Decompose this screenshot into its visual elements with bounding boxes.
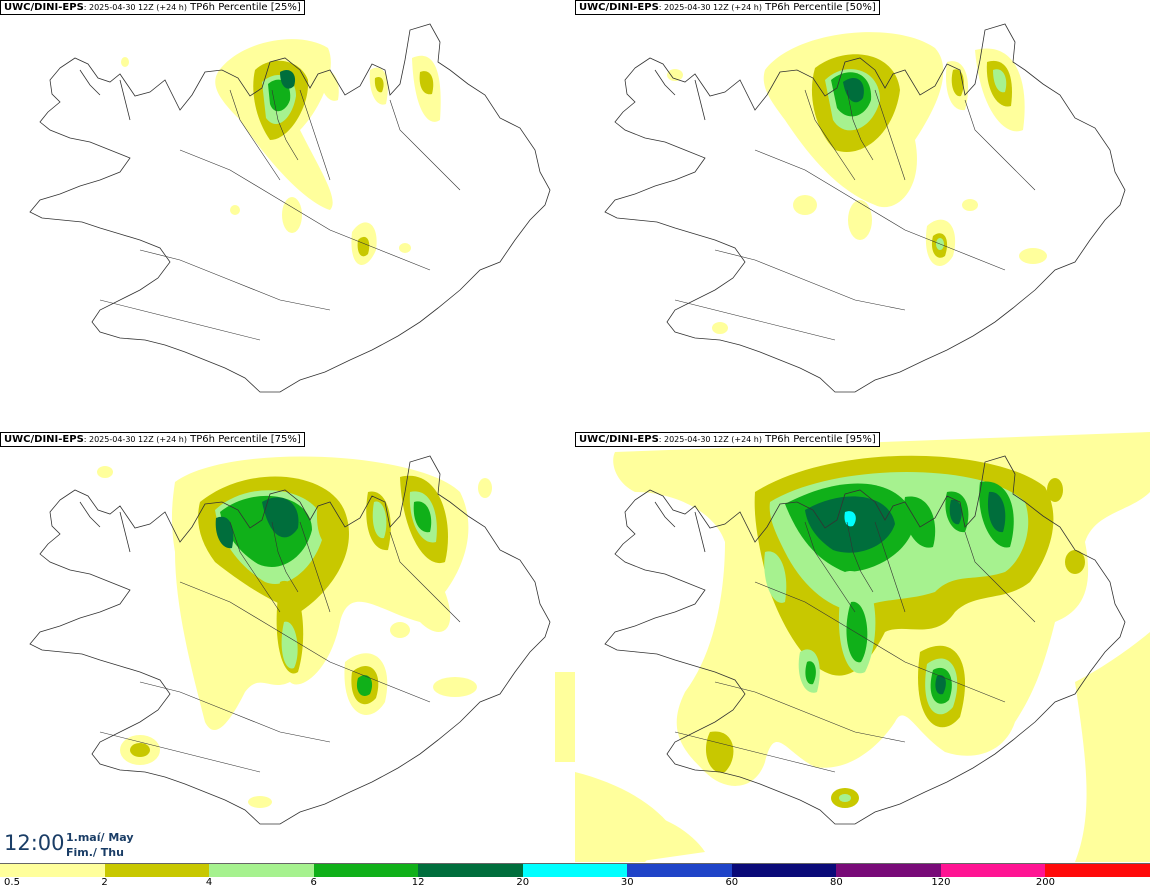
run-info: : 2025-04-30 12Z (+24 h) <box>83 3 187 12</box>
legend-tick-label: 120 <box>931 877 951 888</box>
panel-title: UWC/DINI-EPS: 2025-04-30 12Z (+24 h) TP6… <box>0 0 305 15</box>
product-name: TP6h Percentile [75%] <box>190 434 301 445</box>
run-info: : 2025-04-30 12Z (+24 h) <box>83 435 187 444</box>
legend-swatch <box>731 863 837 877</box>
legend-swatch <box>104 863 210 877</box>
run-info: : 2025-04-30 12Z (+24 h) <box>658 3 762 12</box>
iceland-map <box>575 432 1150 862</box>
panel-title: UWC/DINI-EPS: 2025-04-30 12Z (+24 h) TP6… <box>575 0 880 15</box>
legend-swatch <box>836 863 942 877</box>
model-name: UWC/DINI-EPS <box>4 434 84 445</box>
panel-title: UWC/DINI-EPS: 2025-04-30 12Z (+24 h) TP6… <box>575 432 880 447</box>
valid-date-line2: Fim./ Thu <box>66 846 124 859</box>
precip-color-legend: 0.5 2 4 6 12 20 30 60 80 120 200 <box>0 862 1150 891</box>
valid-time-box: 12:00 1.maí/ May Fim./ Thu <box>0 826 140 862</box>
map-panel-p50: UWC/DINI-EPS: 2025-04-30 12Z (+24 h) TP6… <box>575 0 1150 430</box>
legend-swatch <box>522 863 628 877</box>
run-info: : 2025-04-30 12Z (+24 h) <box>658 435 762 444</box>
legend-tick-label: 12 <box>411 877 425 888</box>
iceland-map <box>29 23 551 393</box>
product-name: TP6h Percentile [50%] <box>765 2 876 13</box>
legend-tick-label: 4 <box>205 877 213 888</box>
iceland-map <box>604 23 1126 393</box>
map-panel-p75: UWC/DINI-EPS: 2025-04-30 12Z (+24 h) TP6… <box>0 432 575 862</box>
map-panel-p25: UWC/DINI-EPS: 2025-04-30 12Z (+24 h) TP6… <box>0 0 575 430</box>
iceland-map <box>29 455 575 825</box>
legend-tick-label: 0.5 <box>4 877 20 888</box>
map-panel-p95: UWC/DINI-EPS: 2025-04-30 12Z (+24 h) TP6… <box>575 432 1150 862</box>
valid-time-clock: 12:00 <box>4 831 65 855</box>
product-name: TP6h Percentile [25%] <box>190 2 301 13</box>
legend-tick-label: 30 <box>620 877 634 888</box>
legend-tick-label: 200 <box>1035 877 1055 888</box>
legend-tick-label: 2 <box>101 877 108 888</box>
model-name: UWC/DINI-EPS <box>4 2 84 13</box>
valid-date-line1: 1.maí/ May <box>66 831 134 844</box>
legend-tick-label: 6 <box>310 877 317 888</box>
panel-title: UWC/DINI-EPS: 2025-04-30 12Z (+24 h) TP6… <box>0 432 305 447</box>
legend-swatch <box>209 863 315 877</box>
model-name: UWC/DINI-EPS <box>579 434 659 445</box>
legend-swatch <box>418 863 524 877</box>
product-name: TP6h Percentile [95%] <box>765 434 876 445</box>
model-name: UWC/DINI-EPS <box>579 2 659 13</box>
legend-swatch <box>313 863 419 877</box>
legend-swatch <box>627 863 733 877</box>
legend-tick-label: 60 <box>725 877 739 888</box>
legend-tick-label: 20 <box>516 877 530 888</box>
legend-swatch <box>0 863 106 877</box>
legend-tick-label: 80 <box>829 877 843 888</box>
legend-swatch <box>940 863 1046 877</box>
legend-swatch <box>1045 863 1150 877</box>
